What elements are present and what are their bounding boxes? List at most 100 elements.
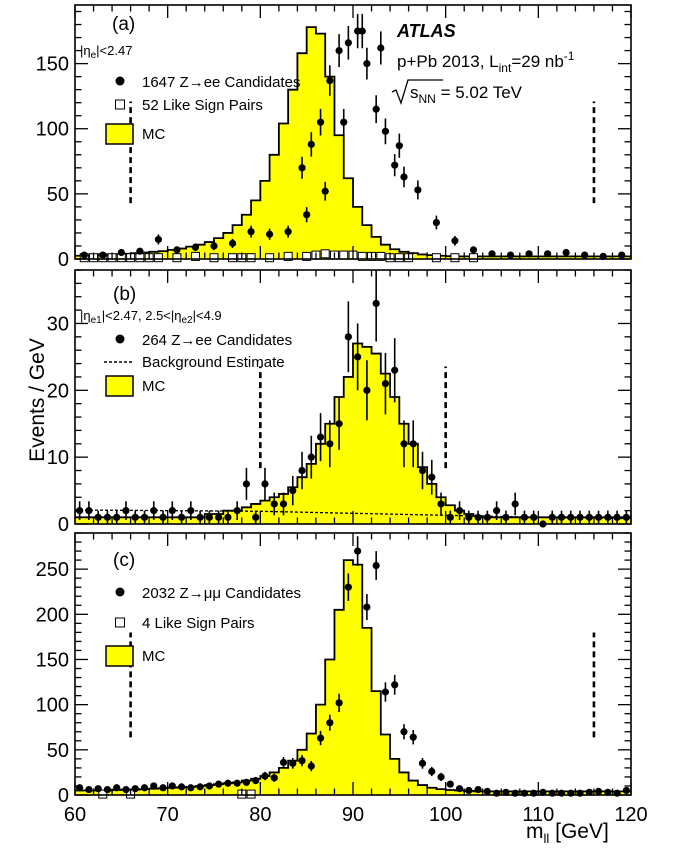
data-point [418, 759, 427, 767]
data-point [530, 513, 538, 521]
y-tick-label: 30 [47, 313, 69, 335]
mc-bin [223, 783, 233, 795]
data-point [140, 513, 149, 521]
data-point [354, 353, 362, 361]
legend-swatch-mc-a [105, 123, 134, 145]
mc-bin [362, 346, 372, 524]
data-point [354, 547, 362, 555]
data-point [344, 583, 352, 591]
data-point [154, 235, 162, 244]
mc-bin [297, 477, 308, 524]
mc-bin [186, 517, 196, 524]
data-point [140, 784, 149, 792]
mc-bin [167, 517, 178, 524]
like-sign-marker [376, 251, 386, 261]
atlas-label: ATLAS [396, 21, 456, 41]
data-point [446, 513, 454, 521]
mc-bin [362, 627, 372, 795]
mc-bin [195, 244, 206, 259]
y-tick-label: 100 [36, 119, 69, 141]
mc-bin [176, 787, 187, 795]
mc-bin [371, 353, 382, 524]
data-point [363, 386, 371, 394]
mc-bin [612, 256, 623, 259]
mc-bin [399, 423, 409, 524]
plot-frame-c [74, 532, 632, 796]
data-point [233, 507, 241, 515]
data-point [585, 513, 593, 521]
mc-bin [241, 780, 252, 795]
mc-bin [278, 123, 289, 260]
data-point [252, 513, 260, 521]
legend-mc-a: MC [142, 126, 165, 143]
panel-tag-a: (a) [112, 14, 135, 35]
data-point [474, 785, 482, 794]
data-point [437, 500, 445, 508]
legend-marker-candidates-a [115, 76, 125, 86]
mc-bin [482, 256, 493, 259]
y-tick-label: 200 [36, 604, 69, 626]
mc-bin [427, 787, 437, 795]
data-points-b [76, 270, 630, 528]
mc-bin [593, 256, 604, 259]
mc-bin [408, 780, 419, 795]
mc-bin [204, 242, 215, 259]
data-point [581, 251, 589, 259]
data-point [469, 246, 478, 254]
mc-bin [519, 256, 530, 259]
mc-bin [529, 256, 539, 259]
mc-bin [343, 178, 354, 259]
data-point [493, 507, 501, 515]
legend-marker-like-sign-a [115, 99, 125, 110]
mc-bin [204, 785, 215, 795]
data-point [502, 788, 510, 796]
data-point [173, 246, 181, 254]
mc-bin [288, 487, 298, 524]
data-point [266, 230, 274, 238]
x-axis-tick-labels: 60 70 80 90 100 110 120 [64, 804, 648, 826]
data-point [414, 186, 422, 194]
mc-bin [371, 236, 382, 259]
data-point [307, 453, 315, 461]
data-point [428, 473, 436, 481]
data-point [585, 788, 593, 796]
mc-bin [241, 214, 252, 259]
data-point [270, 500, 278, 508]
data-point [261, 480, 269, 488]
mc-bin [584, 256, 595, 259]
data-point [298, 757, 306, 765]
data-point [103, 785, 112, 794]
data-point [511, 500, 519, 508]
data-point [279, 500, 288, 508]
mc-bin [353, 343, 363, 524]
data-point [354, 27, 362, 35]
data-point [150, 507, 158, 515]
data-point [340, 118, 348, 126]
y-tick-label: 250 [36, 559, 69, 581]
data-point [409, 440, 417, 448]
legend-marker-candidates-b [115, 334, 125, 344]
mc-bin [473, 791, 484, 795]
mc-bin [139, 789, 150, 795]
mc-bin [547, 256, 558, 259]
data-point [168, 507, 176, 515]
data-point [177, 783, 186, 791]
panel-tag-c: (c) [113, 550, 135, 571]
legend-mc-b: MC [142, 378, 165, 395]
mc-bin [112, 790, 122, 795]
data-point [284, 228, 292, 236]
mc-bin [353, 564, 363, 795]
mc-bin [315, 704, 326, 795]
like-sign-marker [357, 251, 367, 261]
legend-like-sign-c: 4 Like Sign Pairs [142, 615, 255, 632]
mc-bin [232, 782, 243, 795]
mc-bin [306, 463, 317, 524]
mc-bin [380, 734, 391, 795]
like-sign-marker [468, 253, 478, 263]
mc-bin [408, 443, 419, 524]
mc-bin [121, 517, 131, 524]
mc-bin [75, 517, 85, 524]
mc-outline [75, 342, 631, 519]
mc-bin [214, 784, 224, 795]
data-point [113, 784, 121, 792]
